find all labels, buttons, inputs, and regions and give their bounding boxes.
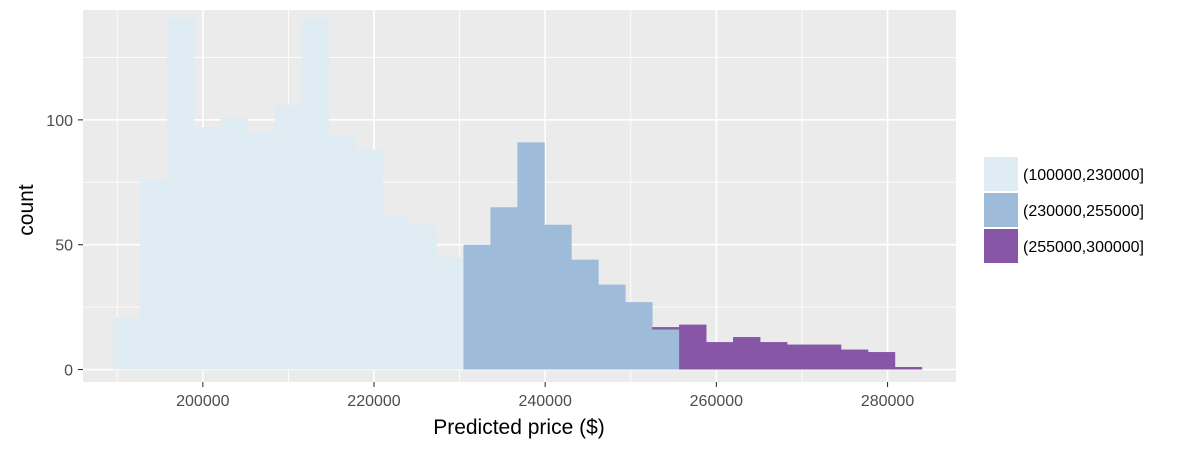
- x-axis: 200000 220000 240000 260000 280000: [176, 382, 914, 410]
- histogram-bar: [247, 132, 276, 370]
- legend-label: (230000,255000]: [1023, 203, 1144, 220]
- histogram-bar: [301, 17, 330, 370]
- histogram-bar: [625, 302, 653, 370]
- histogram-bar: [840, 349, 869, 370]
- legend-key: [984, 229, 1018, 263]
- histogram-bar: [436, 257, 464, 370]
- histogram-bar: [382, 214, 410, 370]
- histogram-bar: [598, 284, 626, 370]
- histogram-bar: [274, 104, 303, 370]
- histogram-bar: [733, 337, 761, 370]
- histogram-bar: [220, 117, 249, 370]
- histogram-bar: [490, 207, 518, 370]
- x-tick-label: 220000: [347, 393, 400, 410]
- histogram-bar: [409, 224, 437, 370]
- histogram-bar: [463, 244, 491, 370]
- x-tick-label: 240000: [518, 393, 571, 410]
- histogram-bar: [193, 127, 222, 370]
- histogram-bar: [328, 134, 356, 370]
- histogram-bar: [139, 179, 168, 370]
- histogram-bar: [706, 342, 734, 370]
- legend-key: [984, 193, 1018, 227]
- x-tick-label: 280000: [861, 393, 914, 410]
- histogram-bar: [867, 352, 896, 370]
- histogram-bar: [112, 317, 141, 370]
- histogram-bars: [112, 17, 923, 370]
- histogram-bar: [517, 142, 545, 370]
- histogram-bar: [786, 344, 815, 370]
- y-axis-title: count: [15, 184, 38, 236]
- x-tick-label: 200000: [176, 393, 229, 410]
- y-tick-label: 100: [46, 113, 73, 130]
- histogram-bar: [652, 329, 680, 370]
- legend-label: (100000,230000]: [1023, 167, 1144, 184]
- x-axis-title: Predicted price ($): [433, 416, 605, 439]
- legend-key: [984, 157, 1018, 191]
- histogram-bar: [652, 327, 680, 330]
- legend-label: (255000,300000]: [1023, 239, 1144, 256]
- histogram-bar: [894, 367, 923, 370]
- x-tick-label: 260000: [690, 393, 743, 410]
- histogram-bar: [679, 324, 707, 370]
- histogram-bar: [760, 342, 788, 370]
- y-tick-label: 0: [64, 363, 73, 380]
- y-tick-label: 50: [55, 238, 73, 255]
- histogram-bar: [544, 224, 572, 370]
- histogram-bar: [355, 149, 383, 370]
- y-axis: 0 50 100: [46, 113, 83, 380]
- histogram-bar: [166, 17, 195, 370]
- legend: (100000,230000] (230000,255000] (255000,30…: [984, 157, 1144, 263]
- histogram-bar: [813, 344, 842, 370]
- histogram-bar: [571, 259, 599, 370]
